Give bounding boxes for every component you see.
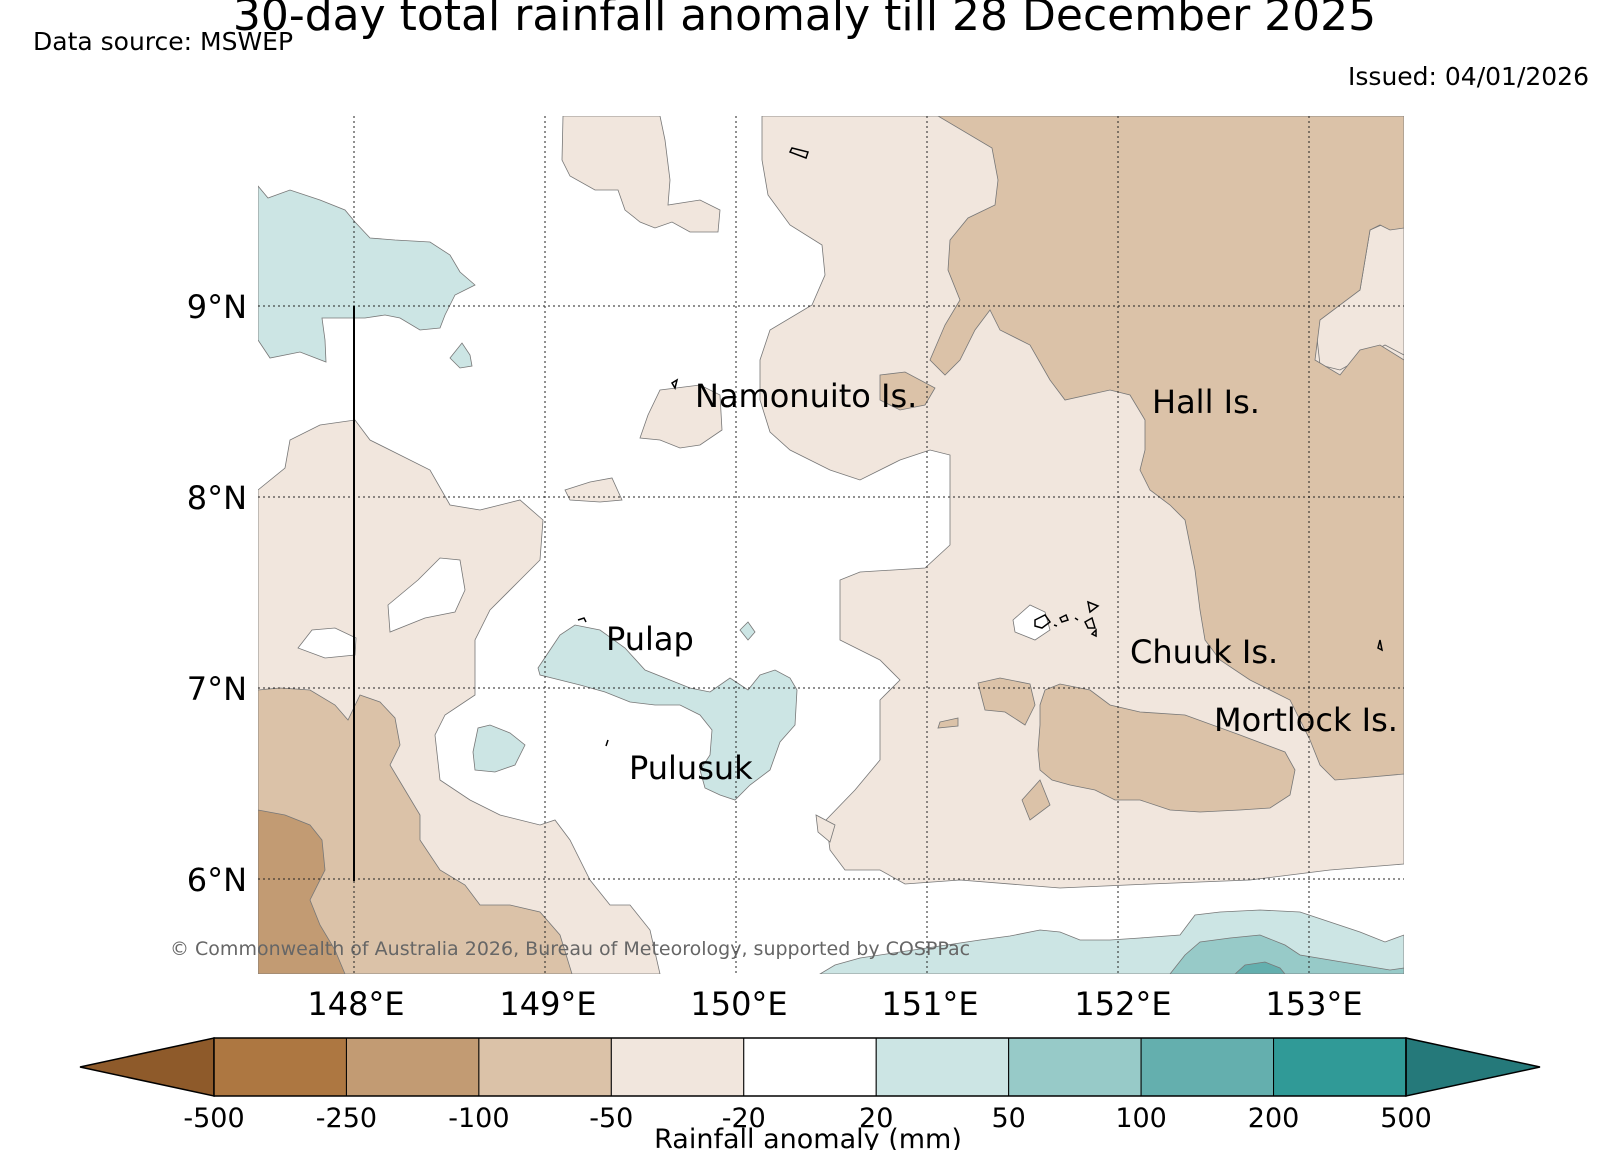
anomaly-region-moderate-dry-small-1	[977, 677, 1036, 726]
lat-tick-6n: 6°N	[187, 861, 247, 899]
colorbar-tick-label: 100	[1115, 1103, 1167, 1134]
colorbar-bin	[1273, 1037, 1407, 1097]
anomaly-region-moderate-dry-small-2	[879, 371, 936, 411]
colorbar-extend-high	[1405, 1037, 1541, 1097]
anomaly-region-near-normal-chuuk	[1012, 604, 1051, 641]
anomaly-region-light-dry-islet	[815, 814, 836, 843]
colorbar-tick-label: -50	[589, 1103, 633, 1134]
anomaly-region-near-normal-hole-2	[297, 627, 357, 659]
island-namonuito	[670, 378, 679, 390]
label-hall: Hall Is.	[1152, 383, 1260, 421]
longitude-tick-labels: 148°E 149°E 150°E 151°E 152°E 153°E	[307, 985, 1362, 1023]
anomaly-region-moderate-dry-mortlock	[1037, 683, 1296, 813]
lon-tick-153e: 153°E	[1265, 985, 1362, 1023]
island-pulap	[577, 617, 587, 623]
colorbar-tick-label: -20	[722, 1103, 766, 1134]
lon-tick-152e: 152°E	[1074, 985, 1171, 1023]
island-pulusuk	[605, 739, 609, 747]
colorbar	[79, 1037, 1541, 1097]
anomaly-region-wet-islet-north	[449, 342, 473, 369]
colorbar-bin	[1008, 1037, 1142, 1097]
lat-tick-8n: 8°N	[187, 479, 247, 517]
label-chuuk: Chuuk Is.	[1130, 633, 1278, 671]
anomaly-region-wet-islet-west	[472, 724, 526, 773]
colorbar-bin	[743, 1037, 877, 1097]
lon-tick-148e: 148°E	[307, 985, 404, 1023]
colorbar-outline	[213, 1037, 1407, 1097]
island-north-islet	[788, 147, 809, 159]
colorbar-label: Rainfall anomaly (mm)	[654, 1124, 962, 1150]
latitude-tick-labels: 9°N 8°N 7°N 6°N	[187, 288, 247, 899]
colorbar-tick-label: 20	[859, 1103, 893, 1134]
map-title: 30-day total rainfall anomaly till 28 De…	[232, 0, 1377, 41]
island-chuuk-lagoon	[1034, 600, 1100, 638]
colorbar-tick-label: 50	[991, 1103, 1025, 1134]
anomaly-region-wet-pulap	[537, 624, 798, 801]
lat-tick-9n: 9°N	[187, 288, 247, 326]
colorbar-tick-label: -100	[448, 1103, 509, 1134]
colorbar-bin	[478, 1037, 612, 1097]
lon-tick-150e: 150°E	[690, 985, 787, 1023]
anomaly-region-light-dry-north	[561, 116, 721, 233]
label-pulusuk: Pulusuk	[629, 749, 753, 787]
place-labels: Namonuito Is. Hall Is. Pulap Chuuk Is. M…	[606, 377, 1398, 787]
anomaly-region-near-normal-hole-1	[387, 557, 466, 633]
label-mortlock: Mortlock Is.	[1214, 701, 1398, 739]
copyright-notice: © Commonwealth of Australia 2026, Bureau…	[170, 938, 970, 960]
anomaly-region-moderate-dry-small-3	[1021, 779, 1051, 821]
colorbar-tick-labels: -500 -250 -100 -50 -20 20 50 100 200 500	[183, 1103, 1431, 1134]
label-namonuito: Namonuito Is.	[695, 377, 917, 415]
colorbar-bin	[610, 1037, 745, 1097]
anomaly-region-moderate-dry-northeast	[929, 116, 1404, 781]
colorbar-tick-label: -250	[316, 1103, 377, 1134]
anomaly-region-moderate-dry-southwest	[258, 687, 573, 974]
colorbar-bin	[875, 1037, 1010, 1097]
anomaly-region-light-dry-namonuito	[639, 384, 723, 449]
rainfall-anomaly-field	[258, 116, 1404, 974]
anomaly-region-strong-wet-south	[1234, 961, 1286, 974]
colorbar-bin	[1140, 1037, 1275, 1097]
data-source-label: Data source: MSWEP	[33, 27, 294, 56]
anomaly-region-moderate-dry-small-4	[937, 717, 959, 729]
colorbar-extend-low	[79, 1037, 215, 1097]
lon-tick-149e: 149°E	[499, 985, 596, 1023]
colorbar-bin	[345, 1037, 480, 1097]
colorbar-tick-label: 200	[1248, 1103, 1300, 1134]
label-pulap: Pulap	[606, 620, 694, 658]
lon-tick-151e: 151°E	[881, 985, 978, 1023]
anomaly-region-moderate-wet-south	[1169, 934, 1404, 974]
anomaly-region-strong-dry-southwest	[258, 809, 346, 974]
anomaly-region-wet-northwest	[258, 185, 476, 363]
anomaly-region-light-dry-small	[564, 477, 623, 503]
anomaly-region-wet-islet-mid	[739, 621, 756, 641]
colorbar-tick-label: 500	[1380, 1103, 1432, 1134]
island-east-islet	[1377, 639, 1384, 652]
colorbar-bin	[213, 1037, 347, 1097]
issued-date: Issued: 04/01/2026	[1348, 62, 1589, 91]
island-outlines	[577, 147, 1384, 747]
colorbar-tick-label: -500	[183, 1103, 244, 1134]
lat-tick-7n: 7°N	[187, 670, 247, 708]
